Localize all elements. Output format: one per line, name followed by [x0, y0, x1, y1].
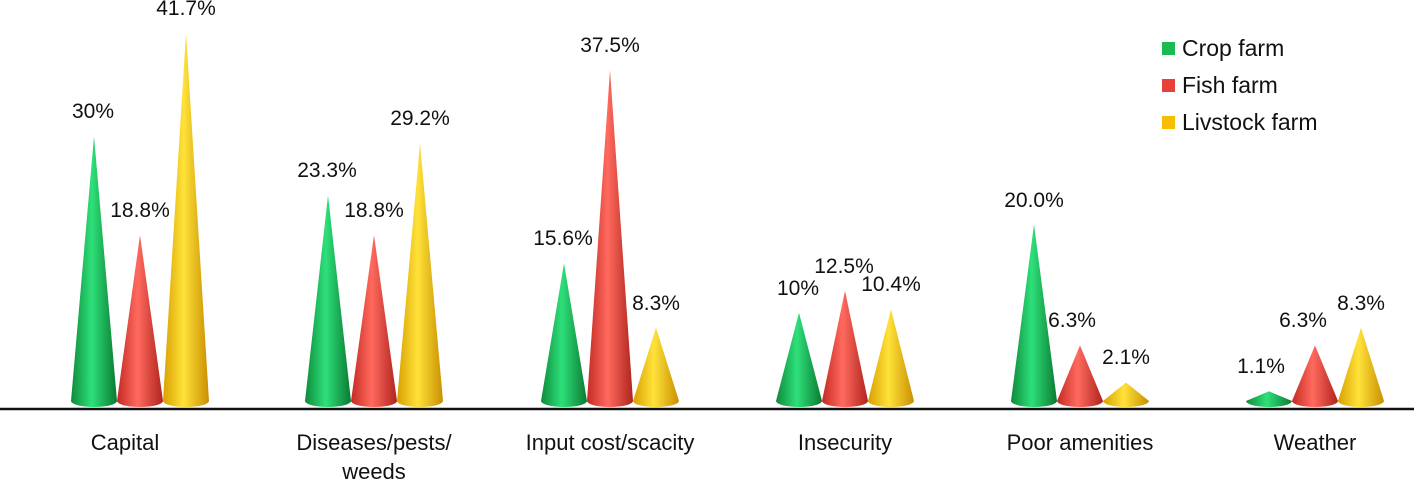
cone-livstock-farm	[1338, 327, 1384, 407]
cone-crop-farm	[1011, 224, 1057, 407]
cone-livstock-farm	[868, 309, 914, 407]
data-label: 1.1%	[1237, 355, 1285, 379]
data-label: 37.5%	[580, 34, 640, 58]
cone-crop-farm	[71, 136, 117, 407]
cone-livstock-farm	[633, 327, 679, 407]
x-axis-label-line: weeds	[342, 459, 406, 484]
data-label: 18.8%	[110, 199, 170, 223]
cone-fish-farm	[587, 70, 633, 407]
legend-item-fish-farm: Fish farm	[1162, 67, 1317, 104]
cone-fish-farm	[1057, 345, 1103, 407]
cone-fish-farm	[117, 235, 163, 407]
legend-label: Fish farm	[1182, 72, 1278, 98]
cone-livstock-farm	[397, 143, 443, 407]
legend-swatch-icon	[1162, 79, 1175, 92]
data-label: 6.3%	[1279, 309, 1327, 333]
data-label: 6.3%	[1048, 309, 1096, 333]
cone-fish-farm	[351, 235, 397, 407]
legend-item-crop-farm: Crop farm	[1162, 30, 1317, 67]
legend-swatch-icon	[1162, 42, 1175, 55]
data-label: 12.5%	[814, 254, 874, 278]
data-label: 10%	[776, 276, 820, 300]
data-label: 2.1%	[1102, 346, 1150, 370]
data-label: 29.2%	[390, 107, 450, 131]
cone-fish-farm	[822, 290, 868, 407]
data-label: 30%	[71, 100, 115, 124]
x-axis-label: Input cost/scacity	[526, 428, 695, 457]
x-axis-label: Diseases/pests/weeds	[296, 428, 451, 486]
x-axis-label: Poor amenities	[1007, 428, 1154, 457]
data-label: 8.3%	[1337, 291, 1385, 315]
x-axis-label-line: Poor amenities	[1006, 430, 1154, 455]
legend-item-livestock-farm: Livstock farm	[1162, 104, 1317, 141]
data-label: 10.4%	[861, 273, 921, 297]
legend-label: Crop farm	[1182, 35, 1285, 61]
cone-livstock-farm	[163, 33, 209, 407]
cone-crop-farm	[1246, 391, 1292, 407]
data-label: 23.3%	[297, 159, 357, 183]
cone-crop-farm	[305, 195, 351, 407]
legend: Crop farm Fish farm Livstock farm	[1162, 30, 1317, 141]
x-axis-label-line: Capital	[90, 430, 160, 455]
x-axis-label: Insecurity	[798, 428, 892, 457]
x-axis-label-line: Diseases/pests/	[296, 430, 452, 455]
x-axis-label: Capital	[91, 428, 159, 457]
cone-group	[71, 33, 1384, 407]
cone-crop-farm	[776, 312, 822, 407]
x-axis-label-line: Input cost/scacity	[525, 430, 695, 455]
x-axis-label-line: Insecurity	[797, 430, 893, 455]
cone-livstock-farm	[1103, 382, 1149, 407]
data-label: 8.3%	[632, 291, 680, 315]
data-label: 20.0%	[1004, 188, 1064, 212]
data-label: 18.8%	[344, 199, 404, 223]
legend-label: Livstock farm	[1182, 109, 1318, 135]
legend-swatch-icon	[1162, 116, 1175, 129]
data-label: 15.6%	[533, 227, 593, 251]
data-label: 41.7%	[156, 0, 216, 20]
x-axis-label-line: Weather	[1273, 430, 1357, 455]
cone-fish-farm	[1292, 345, 1338, 407]
cone-crop-farm	[541, 263, 587, 407]
x-axis-label: Weather	[1274, 428, 1357, 457]
